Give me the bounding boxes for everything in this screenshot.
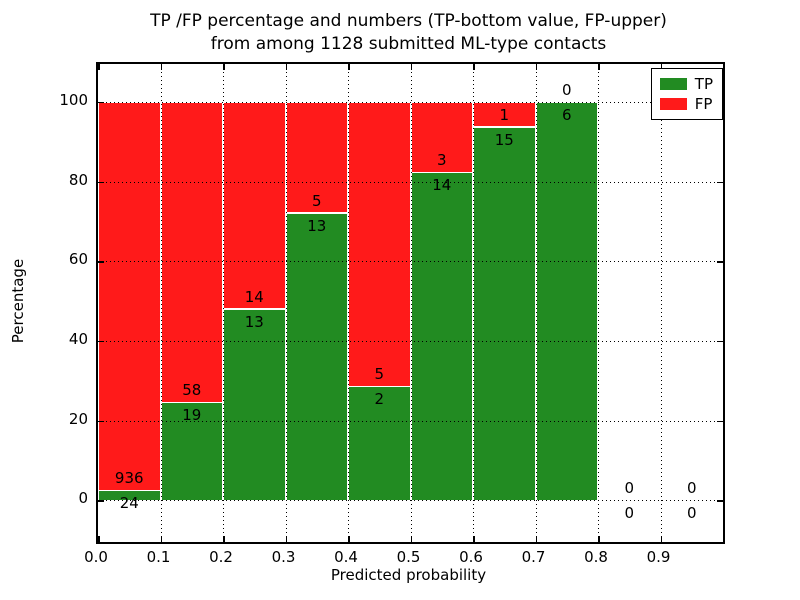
legend-row: TP (659, 74, 713, 94)
x-tick-label: 0.5 (396, 548, 421, 566)
bar-segment-fp (473, 101, 536, 127)
fp-count-label: 5 (374, 365, 385, 384)
fp-count-label: 3 (436, 150, 447, 169)
x-tick-label: 0.9 (646, 548, 671, 566)
bar-segment-tp (473, 126, 536, 501)
tp-count-label: 24 (119, 494, 139, 513)
fp-legend-swatch (659, 98, 687, 110)
x-tick-label: 0.6 (459, 548, 483, 566)
vertical-gridline (535, 64, 537, 542)
fp-count-label: 0 (686, 479, 697, 498)
vertical-gridline (285, 64, 287, 542)
bar-segment-fp (223, 101, 286, 309)
x-tick-label: 0.8 (584, 548, 608, 566)
tp-legend-swatch (659, 78, 687, 90)
tp-count-label: 0 (686, 504, 697, 523)
tp-count-label: 0 (624, 504, 635, 523)
bar-segment-tp (348, 386, 411, 501)
legend-row: FP (659, 94, 713, 114)
x-tick-label: 0.1 (146, 548, 171, 566)
fp-count-label: 5 (311, 191, 322, 210)
y-tick-label: 0 (78, 489, 88, 508)
tp-count-label: 14 (432, 175, 452, 194)
bar-segment-tp (285, 212, 348, 501)
tp-count-label: 15 (494, 130, 514, 149)
y-tick-label: 80 (68, 170, 88, 189)
bar-segment-fp (98, 101, 161, 491)
vertical-gridline (598, 64, 599, 542)
vertical-gridline (160, 64, 162, 542)
x-tick-label: 0.0 (84, 548, 108, 566)
fp-count-label: 0 (561, 80, 572, 99)
bar-segment-fp (348, 101, 411, 387)
vertical-gridline (223, 64, 224, 542)
tp-count-label: 2 (374, 390, 385, 409)
fp-count-label: 936 (114, 469, 144, 488)
tp-count-label: 6 (561, 105, 572, 124)
fp-count-label: 0 (624, 479, 635, 498)
chart-title-line-1: TP /FP percentage and numbers (TP-bottom… (150, 11, 667, 31)
vertical-gridline (660, 64, 662, 542)
y-tick-label: 20 (68, 409, 88, 428)
bar-segment-tp (98, 490, 161, 501)
bar-segment-tp (160, 401, 223, 501)
legend: TP FP (650, 68, 723, 120)
x-tick-label: 0.2 (209, 548, 233, 566)
y-tick-label: 100 (59, 90, 88, 109)
x-tick-label: 0.3 (271, 548, 296, 566)
bar-segment-tp (223, 308, 286, 501)
x-tick-mark (98, 64, 100, 70)
tp-count-label: 13 (244, 312, 264, 331)
vertical-gridline (410, 64, 412, 542)
vertical-gridline (473, 64, 474, 542)
plot-area: 936 24 58 19 14 13 5 13 5 2 3 14 1 15 0 6 0 0 0 0 TP FP (96, 62, 725, 544)
legend-label: TP (694, 75, 713, 93)
x-tick-label: 0.7 (521, 548, 546, 566)
x-tick-mark (98, 536, 100, 542)
tp-count-label: 13 (307, 216, 327, 235)
fp-count-label: 14 (244, 287, 264, 306)
legend-label: FP (694, 95, 713, 113)
bar-segment-tp (410, 171, 473, 501)
bar-segment-fp (160, 101, 223, 402)
x-axis-label: Predicted probability (330, 566, 487, 584)
tp-count-label: 19 (182, 405, 202, 424)
y-tick-label: 40 (68, 329, 88, 348)
bar-segment-tp (535, 101, 598, 501)
chart-title-line-2: from among 1128 submitted ML-type contac… (210, 34, 607, 54)
vertical-gridline (348, 64, 349, 542)
y-axis-label: Percentage (9, 258, 27, 344)
fp-count-label: 58 (182, 380, 202, 399)
bar-segment-fp (410, 101, 473, 172)
y-tick-label: 60 (68, 250, 88, 269)
x-tick-label: 0.4 (334, 548, 358, 566)
fp-count-label: 1 (499, 105, 510, 124)
